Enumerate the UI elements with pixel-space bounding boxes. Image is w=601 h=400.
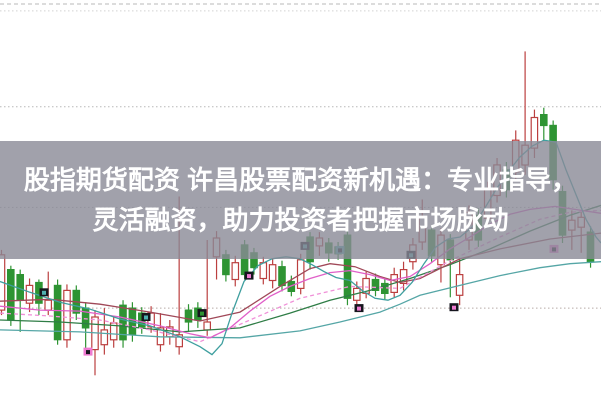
banner-title-line2: 灵活融资，助力投资者把握市场脉动 — [92, 205, 509, 235]
promo-banner-overlay: 股指期货配资 许昌股票配资新机遇：专业指导， 灵活融资，助力投资者把握市场脉动 — [0, 141, 601, 259]
banner-title-line1: 股指期货配资 许昌股票配资新机遇：专业指导， — [23, 165, 578, 195]
